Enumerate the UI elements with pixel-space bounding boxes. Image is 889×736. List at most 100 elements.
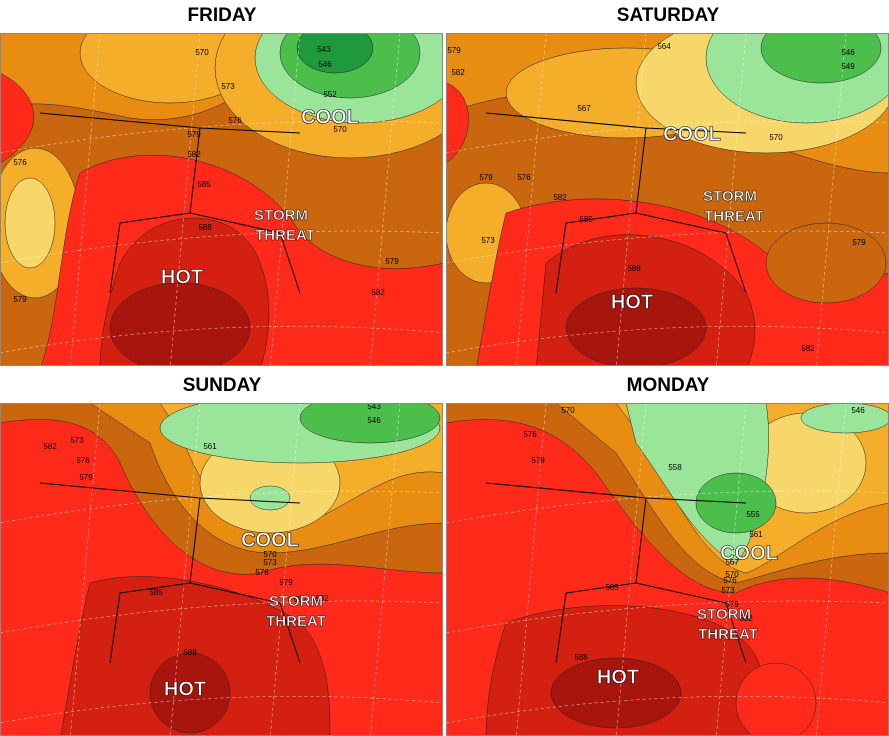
contour-label: 573 [263,558,277,567]
contour-label: 576 [76,456,90,465]
contour-label: 576 [523,430,537,439]
contour-label: 558 [668,463,682,472]
contour-label: 576 [517,173,531,182]
longitude-line [816,403,847,736]
contour-label: 576 [255,568,269,577]
map-label: STORM [703,188,757,205]
border-line [39,112,301,294]
height-zone [299,403,441,444]
contour-label: 549 [841,62,855,71]
longitude-line [516,403,547,736]
contour-label: 579 [187,130,201,139]
map-label: THREAT [698,626,758,643]
contour-label: 570 [195,48,209,57]
contour-label: 567 [725,558,739,567]
latitude-line [0,490,443,524]
latitude-line [0,326,443,354]
map-label: HOT [161,266,203,288]
contour-label: 579 [13,295,27,304]
contour-label: 582 [187,150,201,159]
map-label: COOL [301,106,359,128]
height-zone [735,662,817,736]
latitude-line [0,230,443,264]
contour-label: 582 [43,442,57,451]
latitude-line [446,230,889,264]
longitude-line [516,33,547,366]
contour-label: 582 [293,595,307,604]
map-label: STORM [254,207,308,224]
contour-label: 543 [317,45,331,54]
contour-label: 570 [263,550,277,559]
contour-label: 561 [749,530,763,539]
height-zone [565,287,707,366]
longitude-line [270,33,301,366]
map-label: HOT [611,291,653,313]
map-label: COOL [663,123,721,145]
contour-label: 570 [725,570,739,579]
contour-label: 582 [553,193,567,202]
forecast-map: 5705765795585555615675705735765795825855… [446,403,889,736]
contour-label: 546 [367,416,381,425]
longitude-line [616,403,647,736]
contour-label: 579 [725,600,739,609]
contour-label: 576 [723,576,737,585]
contour-label: 561 [203,442,217,451]
forecast-map: 543 546 552 570 573 576 579 582 585 588 576 579 579 5… [0,33,443,366]
contour-label: 579 [385,257,399,266]
contour-label: 579 [279,578,293,587]
contour-label: 579 [852,238,866,247]
latitude-line [446,120,889,154]
map-label: COOL [720,542,778,564]
longitude-line [70,403,101,736]
contour-label: 579 [79,473,93,482]
latitude-line [446,696,889,724]
contour-label: 582 [315,594,329,603]
height-zone [800,403,889,434]
contour-label: 585 [605,583,619,592]
longitude-line [616,33,647,366]
contour-label: 588 [627,264,641,273]
latitude-line [446,326,889,354]
contour-label: 582 [371,288,385,297]
height-zone [446,82,469,164]
longitude-line [270,403,301,736]
latitude-line [0,600,443,634]
map-label: THREAT [255,227,315,244]
contour-label: 567 [577,104,591,113]
contour-label: 579 [479,173,493,182]
longitude-line [170,403,201,736]
height-zone [0,72,35,164]
height-zone [249,485,291,511]
height-zone [765,222,887,304]
contour-label: 582 [801,344,815,353]
border-line [485,482,747,664]
contour-label: 576 [228,116,242,125]
contour-label: 573 [221,82,235,91]
contour-label: 573 [721,586,735,595]
longitude-line [816,33,847,366]
map-label: HOT [164,678,206,700]
contour-label: 573 [481,236,495,245]
contour-label: 552 [323,90,337,99]
longitude-line [716,33,747,366]
contour-label: 570 [333,125,347,134]
contour-label: 588 [183,648,197,657]
height-zone [760,33,882,84]
contour-label: 564 [657,42,671,51]
contour-label: 570 [769,133,783,142]
contour-label: 546 [851,406,865,415]
contour-label: 585 [197,180,211,189]
map-label: THREAT [266,613,326,630]
contour-label: 582 [739,614,753,623]
longitude-line [370,33,401,366]
panel-title: MONDAY [626,375,710,396]
panel-title: FRIDAY [187,5,257,26]
map-label: THREAT [704,208,764,225]
contour-label: 576 [13,158,27,167]
longitude-line [716,403,747,736]
contour-label: 546 [841,48,855,57]
map-label: STORM [697,606,751,623]
latitude-line [0,696,443,724]
contour-label: 573 [70,436,84,445]
contour-label: 543 [367,403,381,411]
